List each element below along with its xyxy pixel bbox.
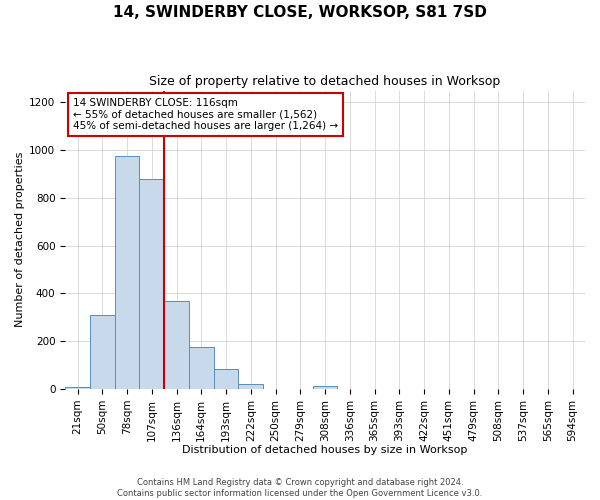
X-axis label: Distribution of detached houses by size in Worksop: Distribution of detached houses by size … xyxy=(182,445,468,455)
Bar xyxy=(214,369,238,389)
Bar xyxy=(189,347,214,389)
Bar xyxy=(164,300,189,389)
Bar xyxy=(115,156,139,389)
Bar xyxy=(238,384,263,389)
Y-axis label: Number of detached properties: Number of detached properties xyxy=(15,152,25,328)
Bar xyxy=(313,386,337,389)
Bar xyxy=(65,386,90,389)
Text: 14, SWINDERBY CLOSE, WORKSOP, S81 7SD: 14, SWINDERBY CLOSE, WORKSOP, S81 7SD xyxy=(113,5,487,20)
Text: Contains HM Land Registry data © Crown copyright and database right 2024.
Contai: Contains HM Land Registry data © Crown c… xyxy=(118,478,482,498)
Title: Size of property relative to detached houses in Worksop: Size of property relative to detached ho… xyxy=(149,75,500,88)
Bar xyxy=(139,179,164,389)
Text: 14 SWINDERBY CLOSE: 116sqm
← 55% of detached houses are smaller (1,562)
45% of s: 14 SWINDERBY CLOSE: 116sqm ← 55% of deta… xyxy=(73,98,338,131)
Bar xyxy=(90,315,115,389)
